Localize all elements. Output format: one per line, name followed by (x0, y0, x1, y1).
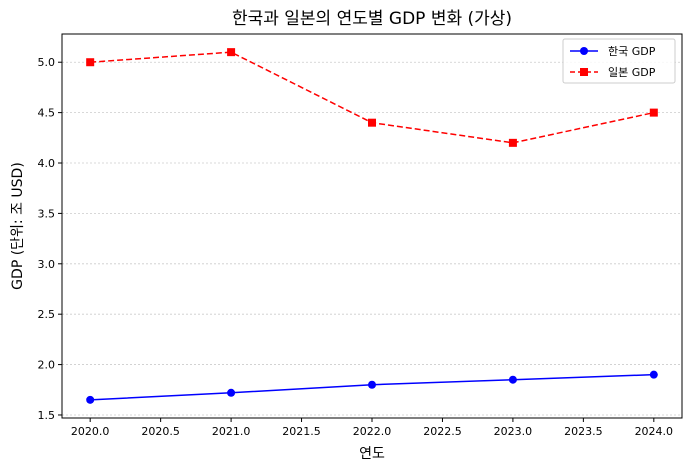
y-tick-label: 5.0 (38, 56, 56, 69)
legend-label-korea: 한국 GDP (608, 45, 656, 58)
y-tick-label: 4.0 (38, 157, 56, 170)
data-point (508, 138, 517, 147)
x-tick-label: 2022.0 (353, 425, 392, 438)
x-tick-label: 2020.5 (141, 425, 180, 438)
y-tick-label: 3.5 (38, 207, 56, 220)
data-point (227, 48, 236, 57)
data-point (86, 58, 95, 67)
data-point (649, 370, 658, 379)
chart-title: 한국과 일본의 연도별 GDP 변화 (가상) (232, 9, 512, 29)
x-tick-label: 2020.0 (71, 425, 110, 438)
y-tick-label: 3.0 (38, 258, 56, 271)
series-layer (86, 48, 658, 404)
data-point (227, 388, 236, 397)
x-tick-label: 2021.5 (282, 425, 321, 438)
grid-layer (62, 61, 682, 416)
data-point (368, 118, 376, 127)
y-axis-label: GDP (단위: 조 USD) (10, 162, 26, 290)
legend-label-japan: 일본 GDP (608, 65, 656, 79)
x-tick-label: 2024.0 (635, 425, 674, 438)
y-tick-label: 1.5 (38, 409, 56, 422)
y-tick-label: 2.5 (38, 308, 56, 321)
y-tick-label: 4.5 (38, 107, 56, 120)
legend: 한국 GDP 일본 GDP (562, 38, 676, 84)
y-tick-label: 2.0 (38, 359, 56, 372)
data-point (649, 108, 658, 117)
data-point (86, 395, 95, 404)
data-point (368, 380, 376, 389)
x-tick-label: 2023.5 (564, 425, 603, 438)
legend-marker-japan (580, 68, 588, 76)
x-tick-label: 2023.0 (494, 425, 533, 438)
data-point (508, 375, 517, 384)
legend-marker-korea (580, 47, 588, 55)
x-tick-label: 2021.0 (212, 425, 251, 438)
x-axis-label: 연도 (359, 446, 385, 462)
x-tick-label: 2022.5 (423, 425, 462, 438)
tick-layer: 1.5 2.0 2.5 3.0 3.5 4.0 4.5 5.0 2020.0 2020.5 2021… (38, 56, 674, 438)
